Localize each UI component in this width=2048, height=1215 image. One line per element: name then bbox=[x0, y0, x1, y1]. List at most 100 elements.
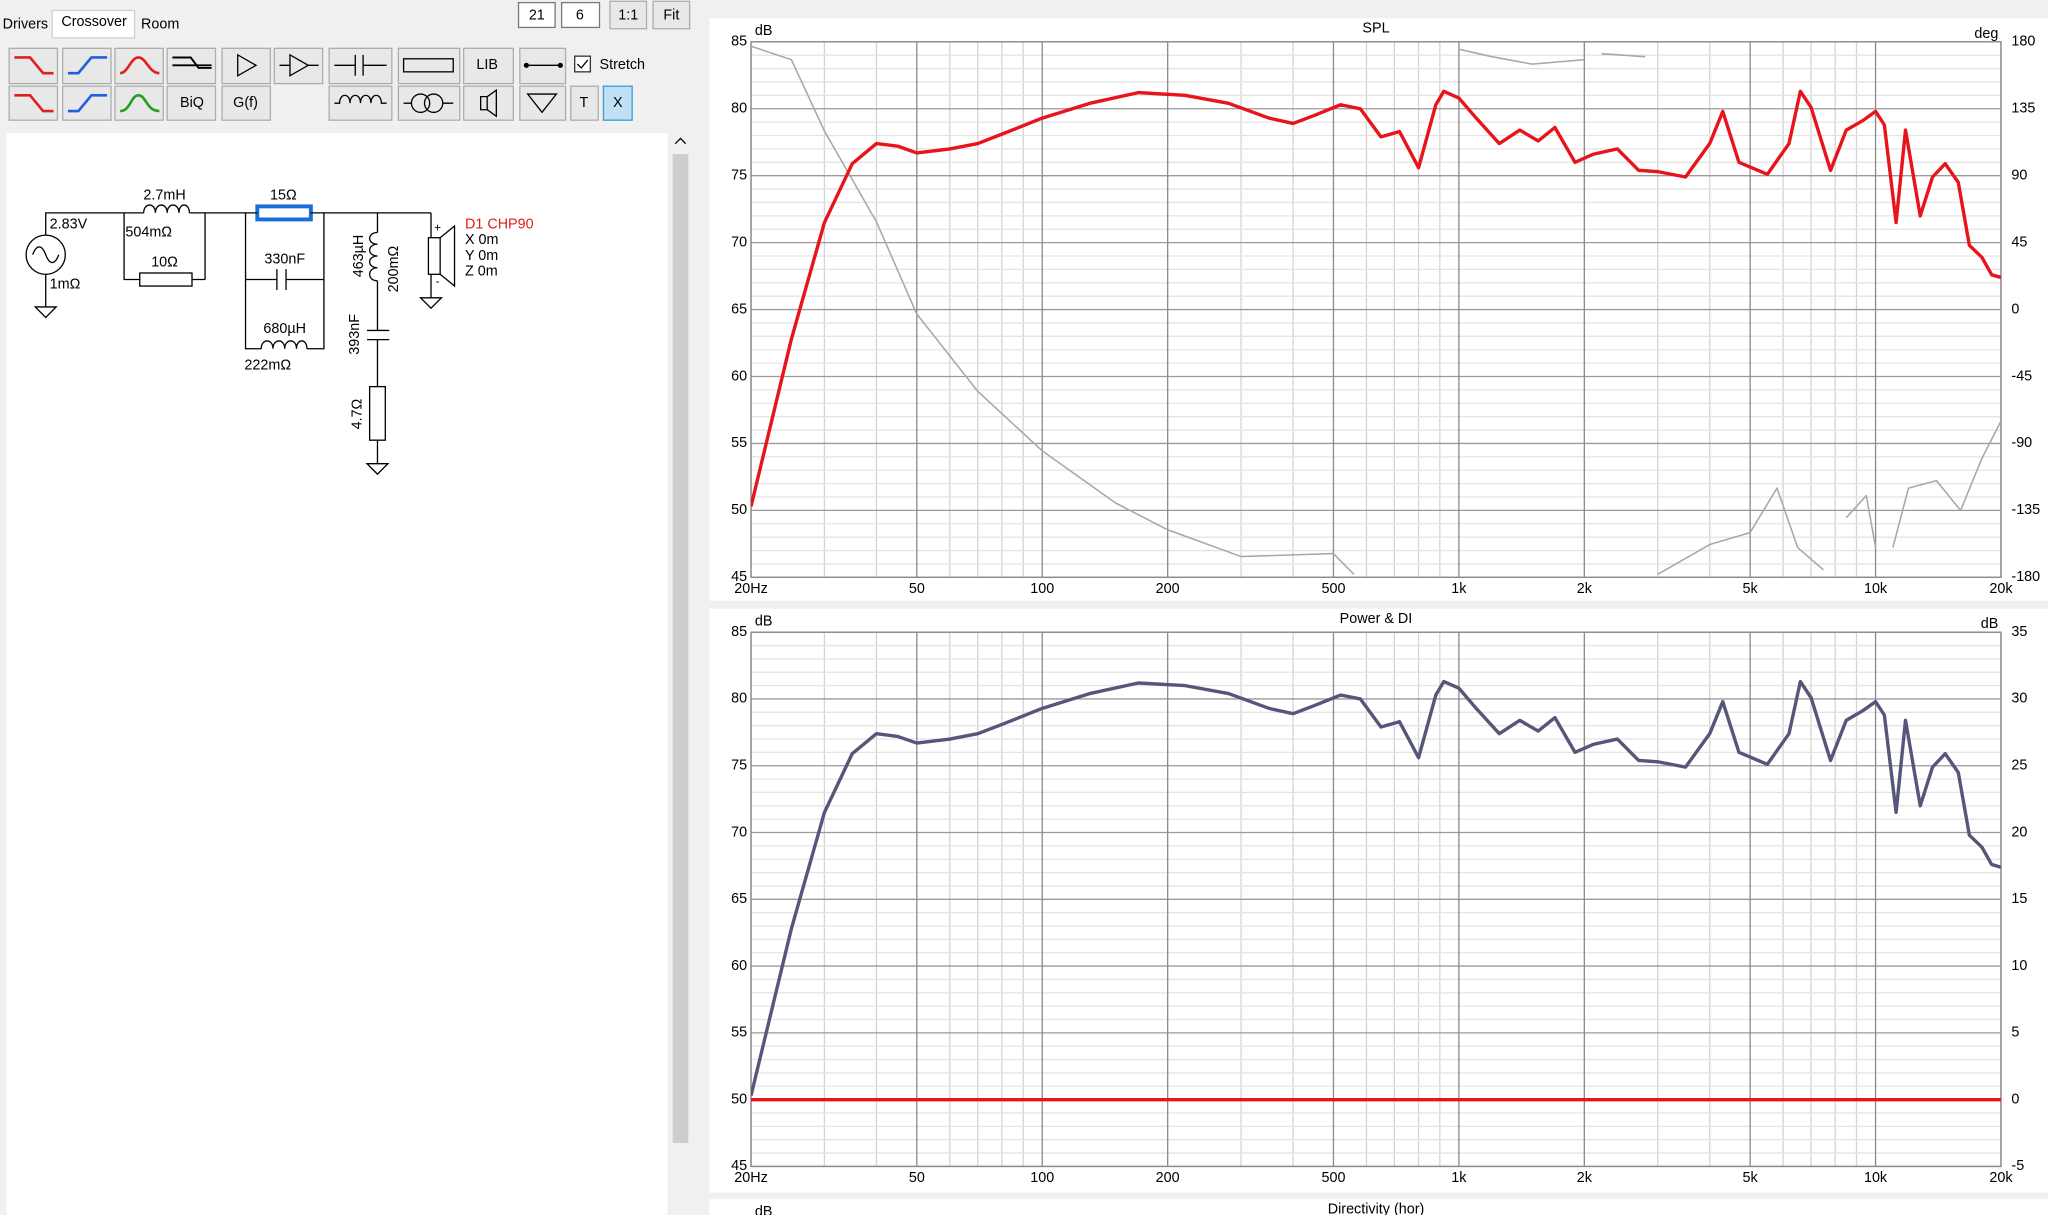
tool-label[interactable]: G(f) bbox=[233, 95, 258, 111]
y-tick-label: 55 bbox=[731, 435, 747, 451]
y2-tick-label: 5 bbox=[2011, 1025, 2019, 1041]
scrollbar-thumb[interactable] bbox=[672, 154, 689, 1143]
y-tick-label: 80 bbox=[731, 691, 747, 707]
component-label: 2.83V bbox=[50, 216, 88, 232]
y-tick-label: 60 bbox=[731, 368, 747, 384]
y2-tick-label: 135 bbox=[2011, 101, 2035, 117]
tool-button[interactable] bbox=[602, 85, 633, 121]
x-tick-label: 500 bbox=[1321, 1170, 1345, 1186]
y2-tick-label: -90 bbox=[2011, 435, 2032, 451]
y-tick-label: 45 bbox=[731, 1158, 747, 1174]
x-tick-label: 1k bbox=[1451, 581, 1467, 597]
series-line bbox=[751, 679, 2001, 1097]
tool-button[interactable] bbox=[221, 47, 272, 85]
y-tick-label: 70 bbox=[731, 824, 747, 840]
tool-label[interactable]: T bbox=[579, 95, 588, 111]
tool-button[interactable] bbox=[8, 85, 59, 121]
tool-button[interactable] bbox=[463, 47, 514, 85]
component-label: 463µH bbox=[351, 235, 367, 278]
input-box[interactable] bbox=[517, 1, 556, 29]
y2-tick-label: 30 bbox=[2011, 691, 2027, 707]
driver-label: D1 CHP90 bbox=[465, 216, 534, 232]
component-label: 222mΩ bbox=[244, 358, 291, 374]
tool-button[interactable] bbox=[273, 47, 324, 85]
tool-button[interactable] bbox=[570, 85, 599, 121]
y2-tick-label: 10 bbox=[2011, 958, 2027, 974]
y-tick-label: 75 bbox=[731, 167, 747, 183]
x-tick-label: 10k bbox=[1864, 1170, 1888, 1186]
y2-tick-label: 15 bbox=[2011, 891, 2027, 907]
tool-button[interactable] bbox=[114, 85, 164, 121]
chart-title: Directivity (hor) bbox=[1328, 1201, 1425, 1215]
y2-axis-unit: dB bbox=[1981, 616, 1999, 632]
y2-tick-label: -135 bbox=[2011, 502, 2040, 518]
x-tick-label: 500 bbox=[1321, 581, 1345, 597]
series-line bbox=[751, 45, 2001, 576]
x-tick-label: 100 bbox=[1030, 581, 1054, 597]
x-tick-label: 50 bbox=[909, 581, 925, 597]
x-tick-label: 20Hz bbox=[734, 581, 768, 597]
tool-button[interactable] bbox=[114, 47, 164, 85]
tool-label[interactable]: LIB bbox=[476, 57, 498, 73]
plot-frame bbox=[750, 631, 2002, 1168]
x-tick-label: 100 bbox=[1030, 1170, 1054, 1186]
schematic-canvas bbox=[6, 133, 668, 1215]
tool-button[interactable] bbox=[62, 47, 112, 85]
tool-label[interactable]: X bbox=[613, 95, 623, 111]
tab[interactable]: Crossover bbox=[61, 14, 127, 30]
button-label[interactable]: Fit bbox=[663, 7, 679, 23]
component-label: 393nF bbox=[347, 314, 363, 355]
tab-active[interactable] bbox=[51, 9, 136, 39]
tool-button[interactable] bbox=[166, 85, 217, 121]
tool-button[interactable] bbox=[8, 47, 59, 85]
checkbox[interactable] bbox=[574, 55, 592, 73]
input-box[interactable] bbox=[560, 1, 601, 29]
checkbox-label[interactable]: Stretch bbox=[600, 57, 646, 73]
tool-button[interactable] bbox=[62, 85, 112, 121]
y2-tick-label: 180 bbox=[2011, 34, 2035, 50]
button[interactable] bbox=[652, 0, 691, 30]
y-tick-label: 70 bbox=[731, 234, 747, 250]
y2-tick-label: 20 bbox=[2011, 824, 2027, 840]
x-tick-label: 10k bbox=[1864, 581, 1888, 597]
tool-button[interactable] bbox=[397, 47, 461, 85]
component-label: 504mΩ bbox=[125, 224, 172, 240]
y-axis-unit: dB bbox=[755, 614, 773, 630]
y-tick-label: 50 bbox=[731, 1091, 747, 1107]
tool-label[interactable]: BiQ bbox=[180, 95, 204, 111]
button[interactable] bbox=[609, 0, 648, 30]
y-tick-label: 50 bbox=[731, 502, 747, 518]
component-label: 330nF bbox=[264, 252, 305, 268]
svg-text:-: - bbox=[436, 275, 440, 288]
x-tick-label: 200 bbox=[1156, 1170, 1180, 1186]
x-tick-label: 20k bbox=[1989, 1170, 2013, 1186]
chart: SPL dB deg 45 50 55 60 65 70 75 80 85 -180 -135 -90 -45… bbox=[709, 18, 2048, 601]
x-tick-label: 2k bbox=[1577, 581, 1593, 597]
chart-panel bbox=[709, 608, 2048, 1193]
tab[interactable]: Room bbox=[141, 17, 179, 33]
input-value[interactable]: 6 bbox=[576, 7, 584, 23]
tool-button[interactable] bbox=[328, 47, 393, 85]
y2-tick-label: 0 bbox=[2011, 1091, 2019, 1107]
chart: Power & DI dB dB 45 50 55 60 65 70 75 80 85 -5 0 5 10 15… bbox=[709, 608, 2048, 1193]
y2-tick-label: -5 bbox=[2011, 1158, 2024, 1174]
y2-tick-label: -45 bbox=[2011, 368, 2032, 384]
x-tick-label: 1k bbox=[1451, 1170, 1467, 1186]
chart-title: Power & DI bbox=[1340, 611, 1413, 627]
tool-button[interactable] bbox=[463, 85, 514, 121]
tab[interactable]: Drivers bbox=[3, 17, 48, 33]
button-label[interactable]: 1:1 bbox=[618, 7, 638, 23]
input-value[interactable]: 21 bbox=[529, 7, 545, 23]
x-tick-label: 5k bbox=[1743, 1170, 1759, 1186]
x-tick-label: 50 bbox=[909, 1170, 925, 1186]
y-tick-label: 85 bbox=[731, 624, 747, 640]
tool-button[interactable] bbox=[519, 85, 567, 121]
component-label: 680µH bbox=[263, 321, 306, 337]
chart-panel bbox=[709, 1199, 2048, 1215]
component-label: 200mΩ bbox=[386, 245, 402, 292]
tool-button[interactable] bbox=[221, 85, 272, 121]
x-tick-label: 200 bbox=[1156, 581, 1180, 597]
